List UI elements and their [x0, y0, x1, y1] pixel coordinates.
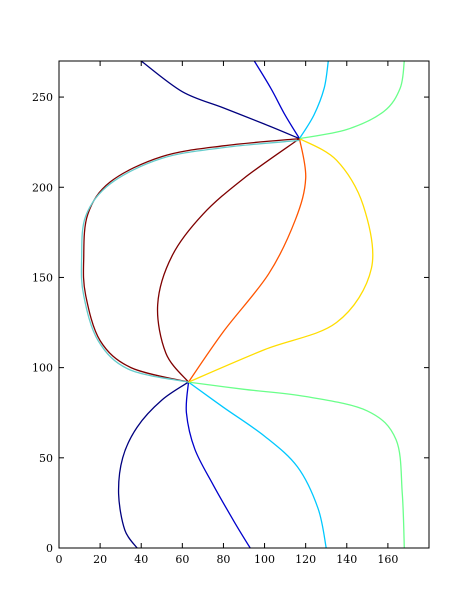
series-line-6	[188, 138, 374, 383]
y-tick-label: 50	[39, 452, 53, 465]
series-line-9	[298, 60, 329, 139]
series-line-12	[80, 139, 300, 383]
y-tick-label: 0	[46, 542, 53, 555]
x-tick-label: 100	[254, 553, 275, 566]
y-tick-label: 250	[32, 91, 53, 104]
x-tick-label: 60	[175, 553, 189, 566]
x-tick-label: 20	[93, 553, 107, 566]
x-tick-label: 80	[216, 553, 230, 566]
series-group	[80, 60, 405, 549]
series-line-3	[188, 381, 405, 549]
y-tick-label: 150	[32, 271, 53, 284]
x-tick-label: 160	[377, 553, 398, 566]
series-line-1	[185, 382, 251, 549]
series-line-2	[188, 381, 327, 549]
series-line-10	[299, 60, 405, 140]
x-tick-label: 0	[56, 553, 63, 566]
series-line-5	[187, 138, 307, 383]
series-line-8	[253, 60, 301, 139]
series-line-11	[82, 137, 300, 383]
x-tick-label: 140	[336, 553, 357, 566]
y-tick-label: 200	[32, 181, 53, 194]
tick-group: 0 20 40 60 80 100 120 140 160 0 50 100 150 200 250	[32, 61, 429, 566]
series-line-7	[140, 60, 300, 140]
series-line-4	[156, 138, 300, 383]
series-line-0	[117, 381, 189, 549]
axes-frame	[58, 60, 430, 549]
x-tick-label: 120	[295, 553, 316, 566]
y-tick-label: 100	[32, 362, 53, 375]
x-tick-label: 40	[134, 553, 148, 566]
